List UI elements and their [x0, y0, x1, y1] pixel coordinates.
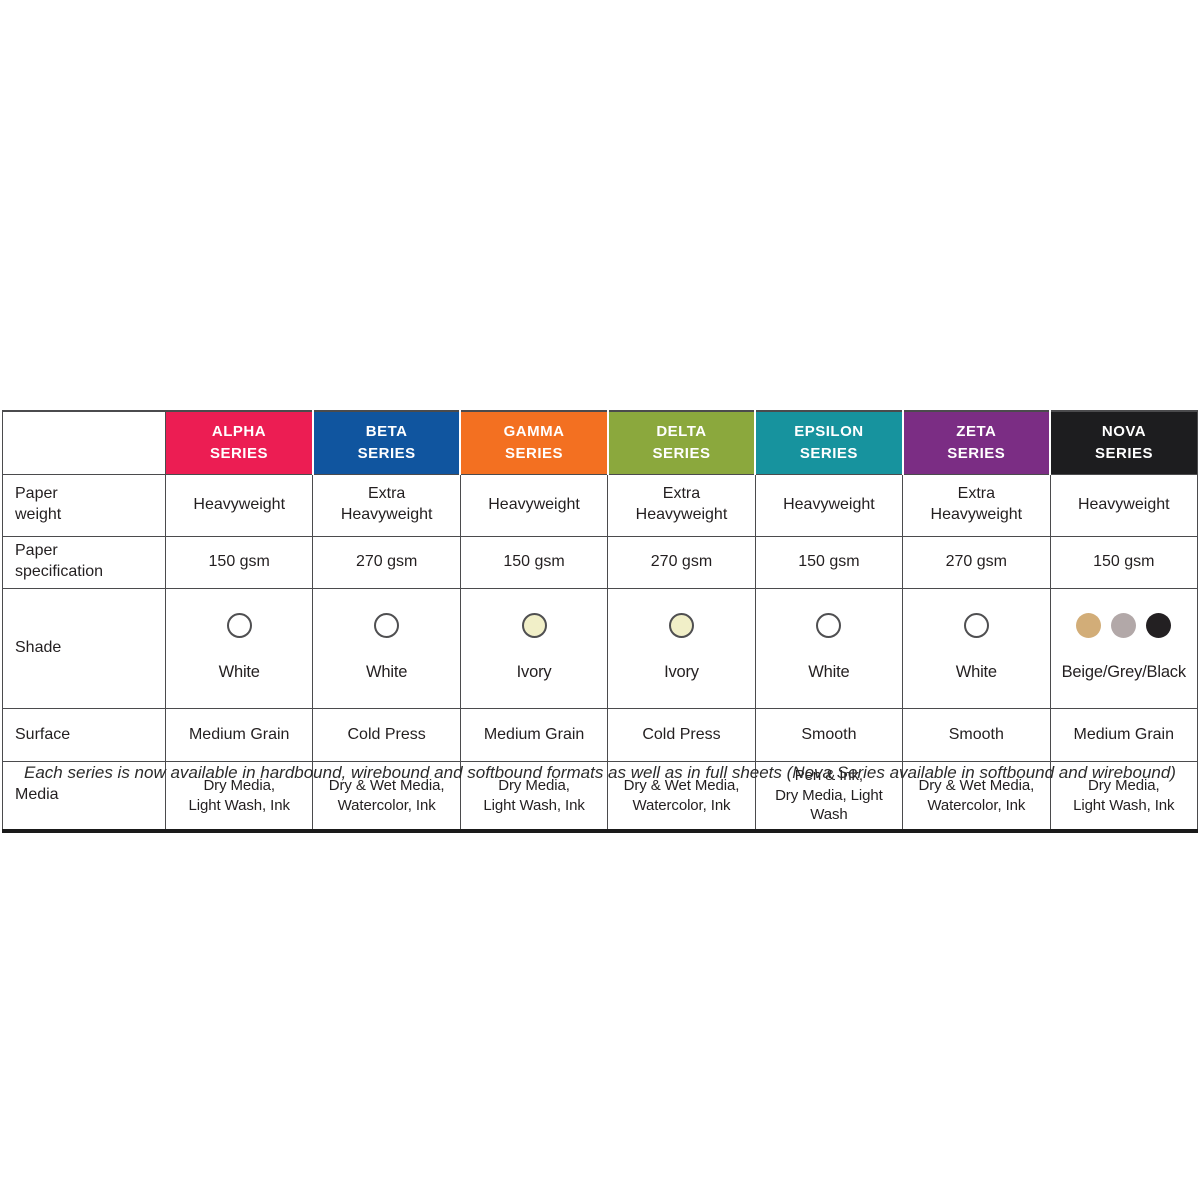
column-header-alpha-series: ALPHA SERIES: [164, 410, 314, 475]
shade-label: White: [366, 663, 408, 682]
cell-epsilon-weight: Heavyweight: [754, 473, 904, 537]
availability-footnote: Each series is now available in hardboun…: [24, 763, 1176, 782]
shade-swatches: [907, 613, 1045, 639]
cell-nova-media: Dry Media, Light Wash, Ink: [1049, 761, 1199, 833]
surface-row: Surface Medium Grain Cold Press Medium G…: [2, 708, 1199, 763]
ivory-swatch: [521, 613, 547, 639]
cell-alpha-weight: Heavyweight: [164, 473, 314, 537]
cell-beta-media: Dry & Wet Media, Watercolor, Ink: [312, 761, 461, 833]
cell-beta-shade: White: [312, 587, 461, 710]
white-swatch: [963, 613, 989, 639]
ivory-swatch: [668, 613, 694, 639]
white-swatch: [226, 613, 252, 639]
cell-beta-surface: Cold Press: [312, 708, 461, 763]
cell-epsilon-spec: 150 gsm: [754, 535, 904, 589]
header-row: ALPHA SERIES BETA SERIES GAMMA SERIES DE…: [2, 410, 1199, 475]
cell-alpha-shade: White: [164, 587, 314, 710]
shade-label: White: [218, 663, 260, 682]
cell-delta-media: Dry & Wet Media, Watercolor, Ink: [607, 761, 756, 833]
shade-swatches: [317, 613, 455, 639]
cell-zeta-weight: Extra Heavyweight: [902, 473, 1051, 537]
shade-label: Ivory: [516, 663, 552, 682]
column-header-delta-series: DELTA SERIES: [606, 410, 757, 475]
shade-label: White: [808, 663, 850, 682]
shade-row: Shade White White Ivory Ivory: [2, 587, 1199, 710]
row-label-media: Media: [2, 761, 166, 833]
cell-zeta-surface: Smooth: [902, 708, 1051, 763]
cell-delta-spec: 270 gsm: [607, 535, 756, 589]
cell-gamma-weight: Heavyweight: [459, 473, 609, 537]
white-swatch: [374, 613, 400, 639]
column-header-epsilon-series: EPSILON SERIES: [754, 410, 904, 475]
cell-beta-spec: 270 gsm: [312, 535, 461, 589]
cell-nova-weight: Heavyweight: [1049, 473, 1199, 537]
cell-alpha-spec: 150 gsm: [164, 535, 314, 589]
cell-gamma-spec: 150 gsm: [459, 535, 609, 589]
shade-swatches: [760, 613, 898, 639]
cell-nova-spec: 150 gsm: [1049, 535, 1199, 589]
cell-nova-surface: Medium Grain: [1049, 708, 1199, 763]
shade-swatches: [465, 613, 603, 639]
shade-label: White: [955, 663, 997, 682]
row-label-surface: Surface: [2, 708, 166, 763]
paper-weight-row: Paper weight Heavyweight Extra Heavyweig…: [2, 473, 1199, 537]
shade-label: Beige/Grey/Black: [1061, 663, 1186, 682]
column-header-beta-series: BETA SERIES: [311, 410, 462, 475]
shade-swatches: [170, 613, 308, 639]
paper-specification-row: Paper specification 150 gsm 270 gsm 150 …: [2, 535, 1199, 589]
beige-swatch: [1076, 613, 1102, 639]
media-row: Media Dry Media, Light Wash, Ink Dry & W…: [2, 761, 1199, 833]
cell-gamma-surface: Medium Grain: [459, 708, 609, 763]
row-label-paper-weight: Paper weight: [2, 473, 166, 537]
cell-epsilon-surface: Smooth: [754, 708, 904, 763]
cell-epsilon-shade: White: [754, 587, 904, 710]
cell-zeta-spec: 270 gsm: [902, 535, 1051, 589]
cell-zeta-shade: White: [902, 587, 1051, 710]
cell-nova-shade: Beige/Grey/Black: [1049, 587, 1199, 710]
black-swatch: [1146, 613, 1172, 639]
cell-beta-weight: Extra Heavyweight: [312, 473, 461, 537]
white-swatch: [816, 613, 842, 639]
cell-alpha-surface: Medium Grain: [164, 708, 314, 763]
column-header-nova-series: NOVA SERIES: [1049, 410, 1199, 475]
shade-swatches: [1055, 613, 1193, 639]
shade-label: Ivory: [664, 663, 699, 682]
paper-series-comparison-table: ALPHA SERIES BETA SERIES GAMMA SERIES DE…: [2, 410, 1199, 833]
grey-swatch: [1111, 613, 1137, 639]
cell-zeta-media: Dry & Wet Media, Watercolor, Ink: [902, 761, 1051, 833]
cell-delta-weight: Extra Heavyweight: [607, 473, 756, 537]
corner-cell: [2, 410, 166, 475]
cell-gamma-shade: Ivory: [459, 587, 609, 710]
cell-alpha-media: Dry Media, Light Wash, Ink: [164, 761, 314, 833]
shade-swatches: [612, 613, 750, 639]
cell-delta-shade: Ivory: [607, 587, 756, 710]
column-header-gamma-series: GAMMA SERIES: [459, 410, 609, 475]
column-header-zeta-series: ZETA SERIES: [901, 410, 1052, 475]
row-label-paper-specification: Paper specification: [2, 535, 166, 589]
row-label-shade: Shade: [2, 587, 166, 710]
cell-delta-surface: Cold Press: [607, 708, 756, 763]
